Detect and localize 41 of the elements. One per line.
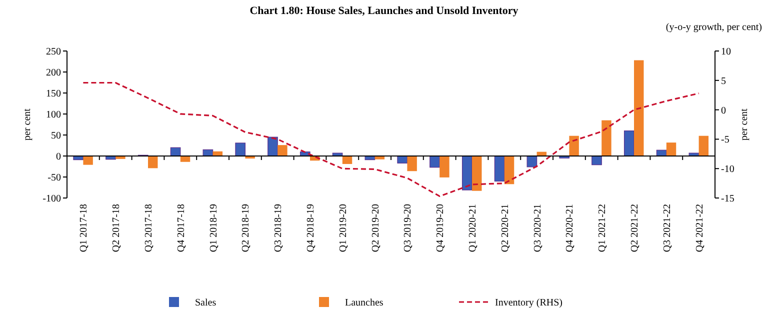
- y-tick-label: 200: [46, 68, 61, 78]
- x-tick-label: Q2 2018-19: [240, 204, 252, 252]
- y-tick-label: -100: [42, 194, 61, 204]
- text: (y-o-y growth, per cent): [666, 22, 762, 33]
- x-tick-label: Q4 2017-18: [176, 204, 187, 252]
- x-tick-label: Q3 2020-21: [532, 204, 544, 252]
- x-tick-label: Q4 2021-22: [694, 204, 706, 252]
- x-tick-label: Q2 2020-21: [500, 204, 511, 252]
- y-tick-label: 0: [56, 152, 61, 162]
- y2-tick-label: 5: [721, 76, 726, 87]
- x-tick-label: Q1 2018-19: [208, 204, 220, 252]
- x-tick-label: Q2 2021-22: [630, 204, 640, 252]
- x-tick-label: Q3 2019-20: [402, 204, 414, 252]
- y-axis-title: per cent: [22, 108, 33, 140]
- y-tick-label: 150: [46, 88, 61, 100]
- y2-tick-label: -5: [721, 134, 730, 146]
- x-tick-label: Q3 2017-18: [144, 204, 154, 252]
- y-tick-label: -50: [48, 172, 61, 184]
- x-tick-label: Q4 2019-20: [435, 204, 446, 252]
- x-tick-label: Q4 2018-19: [306, 204, 316, 252]
- x-tick-label: Q1 2017-18: [78, 204, 90, 252]
- y-tick-label: 50: [51, 130, 61, 142]
- x-tick-label: Q3 2018-19: [273, 204, 284, 252]
- y2-axis-title: per cent: [739, 108, 750, 140]
- x-tick-label: Q1 2020-21: [468, 204, 478, 252]
- x-tick-label: Q2 2017-18: [111, 204, 122, 252]
- x-tick-label: Q4 2020-21: [564, 204, 576, 252]
- y2-tick-label: 0: [721, 105, 726, 116]
- chart-title: Chart 1.80: House Sales, Launches and Unsold Inventory: [250, 5, 519, 17]
- x-tick-label: Q2 2019-20: [370, 204, 382, 252]
- y2-tick-label: -15: [721, 194, 734, 204]
- y2-tick-label: -10: [721, 164, 734, 176]
- x-tick-label: Q1 2021-22: [597, 204, 608, 252]
- y-tick-label: 100: [46, 110, 61, 120]
- legend-label: Launches: [345, 298, 384, 308]
- legend-label: Sales: [195, 298, 216, 308]
- y2-tick-label: 10: [721, 46, 731, 58]
- legend-label: Inventory (RHS): [495, 298, 562, 308]
- y-tick-label: 250: [46, 46, 61, 58]
- x-tick-label: Q3 2021-22: [662, 204, 673, 252]
- x-tick-label: Q1 2019-20: [338, 204, 349, 252]
